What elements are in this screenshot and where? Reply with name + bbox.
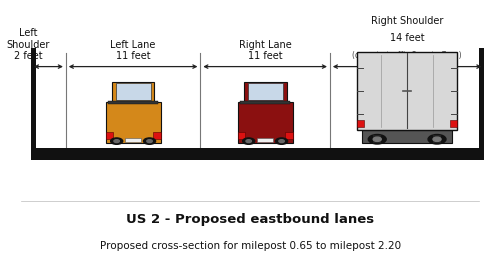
Bar — [362, 130, 452, 143]
Bar — [240, 101, 290, 104]
Text: Right Shoulder: Right Shoulder — [371, 16, 444, 26]
Bar — [433, 135, 441, 143]
Circle shape — [144, 138, 156, 144]
Bar — [112, 82, 154, 102]
Circle shape — [368, 135, 386, 144]
Bar — [358, 120, 364, 127]
Bar — [125, 138, 142, 142]
Bar — [116, 83, 150, 100]
Bar — [106, 132, 113, 139]
Bar — [358, 52, 457, 130]
Text: US 2 - Proposed eastbound lanes: US 2 - Proposed eastbound lanes — [126, 213, 374, 226]
Circle shape — [110, 138, 122, 144]
Bar — [238, 132, 245, 139]
Circle shape — [428, 135, 446, 144]
Text: Right Lane
11 feet: Right Lane 11 feet — [239, 40, 292, 61]
Bar — [31, 48, 36, 160]
Circle shape — [433, 137, 441, 142]
Circle shape — [373, 137, 382, 142]
Circle shape — [114, 140, 119, 143]
Bar — [248, 83, 282, 100]
Bar — [244, 82, 286, 102]
Bar — [31, 148, 484, 160]
Circle shape — [242, 138, 254, 144]
Bar — [154, 132, 160, 139]
Bar — [106, 102, 160, 143]
Circle shape — [279, 140, 284, 143]
Bar — [480, 48, 484, 160]
Text: 14 feet: 14 feet — [390, 33, 424, 43]
Text: (open to traffic 3pm to 7pm): (open to traffic 3pm to 7pm) — [352, 51, 462, 60]
Text: Left
Shoulder
2 feet: Left Shoulder 2 feet — [7, 28, 50, 61]
Circle shape — [246, 140, 252, 143]
Circle shape — [147, 140, 152, 143]
Bar — [108, 101, 158, 104]
Bar — [257, 138, 274, 142]
Circle shape — [276, 138, 287, 144]
Text: Proposed cross-section for milepost 0.65 to milepost 2.20: Proposed cross-section for milepost 0.65… — [100, 241, 401, 251]
Bar — [374, 135, 381, 143]
Text: Left Lane
11 feet: Left Lane 11 feet — [110, 40, 156, 61]
Bar — [238, 102, 292, 143]
Bar — [286, 132, 292, 139]
Bar — [450, 120, 457, 127]
